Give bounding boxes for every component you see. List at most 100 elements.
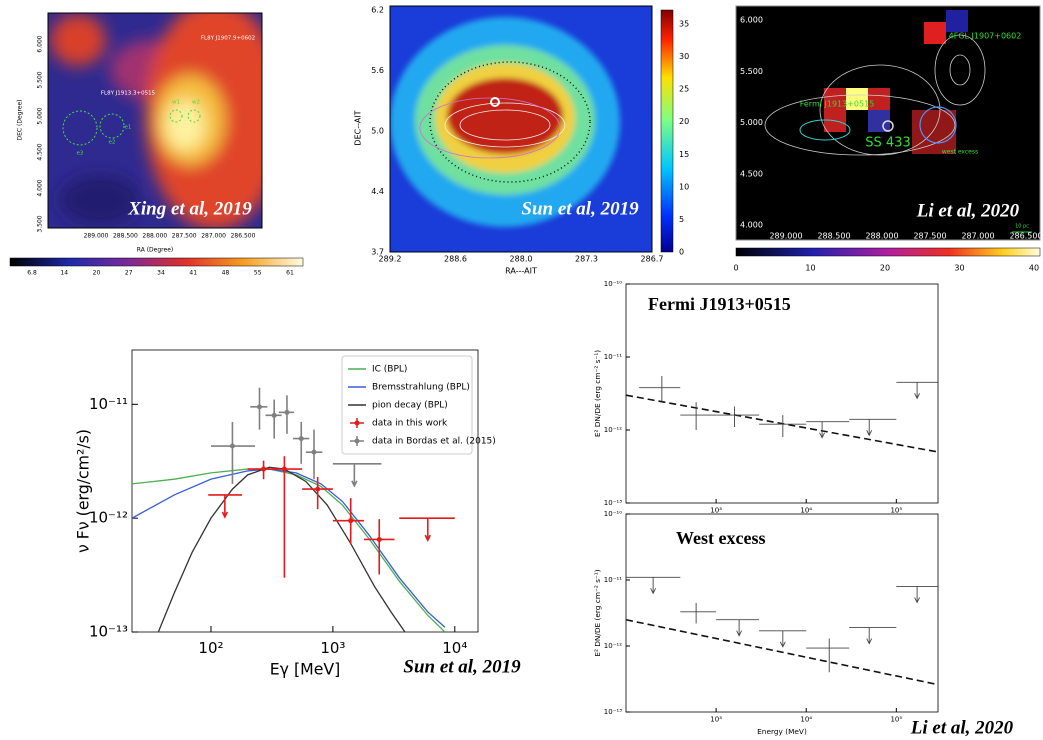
x-tick-label: 10² bbox=[198, 639, 223, 657]
map-y-label: DEC (Degree) bbox=[17, 99, 24, 140]
colorbar-label: 61 bbox=[286, 270, 294, 277]
data-point bbox=[257, 404, 262, 409]
map-source-label: 4FGL J1907+0602 bbox=[949, 32, 1022, 41]
map-x-tick-label: 287.000 bbox=[201, 233, 226, 240]
legend-label: data in this work bbox=[372, 419, 448, 429]
map-x-tick-label: 288.000 bbox=[865, 232, 898, 241]
data-point bbox=[312, 450, 317, 455]
y-tick-label: 10⁻¹³ bbox=[604, 499, 622, 507]
map-annotation: Sun et al, 2019 bbox=[521, 198, 639, 219]
map-source-label: SS 433 bbox=[865, 136, 910, 151]
y-tick-label: 10⁻¹² bbox=[604, 426, 622, 434]
map-y-tick-label: 5.000 bbox=[37, 107, 44, 124]
chart-annotation: Li et al, 2020 bbox=[910, 717, 1014, 738]
colorbar bbox=[661, 10, 673, 252]
map-pixel bbox=[946, 10, 968, 32]
map-x-tick-label: 286.500 bbox=[1009, 232, 1042, 241]
map-x-tick-label: 286.7 bbox=[641, 255, 664, 264]
map-x-tick-label: 287.000 bbox=[961, 232, 994, 241]
x-tick-label: 10³ bbox=[320, 639, 345, 657]
emission-blob bbox=[165, 100, 205, 150]
map-x-tick-label: 287.3 bbox=[575, 255, 598, 264]
data-point bbox=[230, 444, 235, 449]
colorbar-label: 0 bbox=[679, 248, 684, 257]
y-tick-label: 10⁻¹⁰ bbox=[604, 510, 622, 518]
map-x-tick-label: 288.000 bbox=[142, 233, 167, 240]
x-tick-label: 10³ bbox=[710, 507, 722, 515]
map-pixel bbox=[824, 88, 846, 132]
colorbar-label: 55 bbox=[254, 270, 262, 277]
data-point bbox=[315, 487, 320, 492]
map-source-label: west excess bbox=[942, 149, 978, 156]
map-source-label: 10 pc bbox=[1015, 224, 1029, 230]
map-x-tick-label: 288.500 bbox=[113, 233, 138, 240]
colorbar-label: 10 bbox=[805, 264, 815, 273]
legend-label: pion decay (BPL) bbox=[372, 401, 448, 411]
data-point bbox=[377, 537, 382, 542]
x-axis-label: Energy (MeV) bbox=[757, 727, 807, 736]
figure: 289.000288.500288.000287.500287.000286.5… bbox=[0, 0, 1043, 740]
data-point bbox=[282, 467, 287, 472]
x-tick-label: 10⁴ bbox=[800, 507, 812, 515]
map-y-tick-label: 6.000 bbox=[37, 35, 44, 52]
legend-label: data in Bordas et al. (2015) bbox=[372, 437, 496, 447]
colorbar-label: 34 bbox=[157, 270, 165, 277]
y-tick-label: 10⁻¹³ bbox=[89, 623, 128, 641]
colorbar-label: 27 bbox=[125, 270, 133, 277]
sky-map bbox=[48, 0, 285, 230]
map-source-label: FL8Y J1907.9+0602 bbox=[201, 36, 255, 42]
emission-blob bbox=[447, 78, 563, 154]
map-x-label: RA (Degree) bbox=[137, 247, 173, 254]
map-x-tick-label: 288.0 bbox=[510, 255, 533, 264]
x-axis-label: Eγ [MeV] bbox=[270, 660, 341, 679]
colorbar-label: 30 bbox=[679, 52, 689, 61]
x-tick-label: 10⁵ bbox=[890, 716, 902, 724]
map-x-tick-label: 288.6 bbox=[444, 255, 467, 264]
y-axis-label: ν Fν (erg/cm²/s) bbox=[74, 429, 93, 553]
map-x-tick-label: 289.000 bbox=[769, 232, 802, 241]
map-y-tick-label: 5.500 bbox=[740, 67, 763, 76]
map-source-label: e2 bbox=[109, 140, 116, 146]
y-axis-label: E² DN/DE (erg cm⁻² s⁻¹) bbox=[593, 569, 602, 656]
colorbar-label: 0 bbox=[733, 264, 738, 273]
axes-frame bbox=[626, 284, 938, 503]
map-y-tick-label: 4.4 bbox=[371, 187, 384, 196]
map-annotation: Li et al, 2020 bbox=[916, 200, 1020, 221]
legend-swatch bbox=[355, 421, 360, 426]
map-source-label: e3 bbox=[77, 151, 84, 157]
map-x-tick-label: 287.500 bbox=[172, 233, 197, 240]
map-x-tick-label: 289.000 bbox=[84, 233, 109, 240]
y-tick-label: 10⁻¹² bbox=[89, 509, 128, 527]
map-y-tick-label: 4.500 bbox=[37, 143, 44, 160]
y-tick-label: 10⁻¹² bbox=[604, 642, 622, 650]
map-annotation: Xing et al, 2019 bbox=[127, 198, 252, 219]
data-point bbox=[299, 436, 304, 441]
colorbar bbox=[10, 258, 303, 266]
chart-title: Fermi J1913+0515 bbox=[648, 294, 791, 314]
chart-title: West excess bbox=[676, 528, 765, 548]
x-tick-label: 10³ bbox=[710, 716, 722, 724]
map-x-tick-label: 286.500 bbox=[231, 233, 256, 240]
colorbar-label: 10 bbox=[679, 182, 689, 191]
map-y-tick-label: 3.500 bbox=[37, 215, 44, 232]
map-y-tick-label: 4.500 bbox=[740, 169, 763, 178]
map-y-tick-label: 5.500 bbox=[37, 71, 44, 88]
map-source-label: Fermi J1913+0515 bbox=[800, 100, 875, 109]
map-emission bbox=[390, 17, 620, 227]
map-source-label: FL8Y J1913.3+0515 bbox=[101, 91, 156, 97]
map-x-label: RA---AIT bbox=[505, 267, 537, 276]
legend-label: Bremsstrahlung (BPL) bbox=[372, 383, 470, 393]
map-source-label: e1 bbox=[125, 125, 132, 131]
y-tick-label: 10⁻¹³ bbox=[604, 708, 622, 716]
map-pixel bbox=[924, 22, 946, 44]
y-tick-label: 10⁻¹¹ bbox=[604, 353, 622, 361]
colorbar-label: 48 bbox=[222, 270, 230, 277]
y-tick-label: 10⁻¹¹ bbox=[604, 576, 622, 584]
colorbar-label: 20 bbox=[679, 117, 689, 126]
map-y-tick-label: 5.000 bbox=[740, 118, 763, 127]
x-tick-label: 10⁴ bbox=[442, 639, 467, 657]
colorbar-label: 30 bbox=[954, 264, 964, 273]
data-point bbox=[284, 410, 289, 415]
map-y-tick-label: 6.2 bbox=[371, 6, 384, 15]
colorbar-label: 35 bbox=[679, 20, 689, 29]
